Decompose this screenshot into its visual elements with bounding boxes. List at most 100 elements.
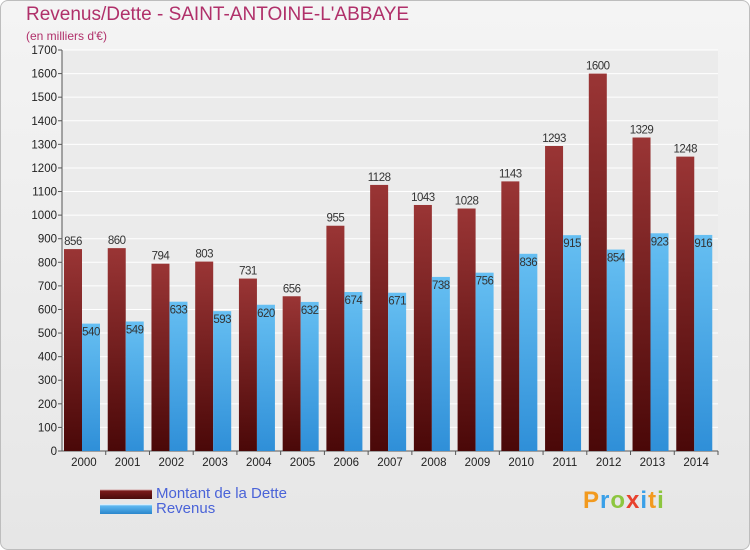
y-tick-label: 1300 [31,139,57,151]
data-label-debt: 1293 [542,133,566,145]
bar-revenue [606,249,625,451]
data-label-revenue: 620 [257,308,275,320]
bar-debt [676,156,695,451]
y-tick-label: 1600 [31,69,57,81]
y-tick-label: 0 [51,446,57,458]
y-tick-label: 200 [38,399,57,411]
bar-revenue [344,292,363,451]
data-label-revenue: 738 [432,280,450,292]
y-tick-label: 1200 [31,163,57,175]
data-label-debt: 1043 [411,192,435,204]
data-label-debt: 856 [64,236,82,248]
data-label-revenue: 915 [563,238,581,250]
logo-letter: P [583,487,601,514]
bar-revenue [694,234,713,451]
bar-debt [64,249,82,451]
y-tick-label: 1100 [32,187,57,199]
data-label-debt: 656 [283,283,301,295]
x-tick-label: 2012 [596,457,622,469]
x-tick-label: 2010 [508,457,534,469]
bar-revenue [256,304,275,451]
data-label-revenue: 854 [607,253,626,265]
logo-letter: i [657,487,665,514]
data-label-debt: 860 [108,235,126,247]
data-label-debt: 955 [327,213,345,225]
bar-debt [326,225,345,451]
data-label-revenue: 632 [301,305,319,317]
chart-subtitle: (en milliers d'€) [26,29,107,43]
y-tick-label: 400 [38,352,57,364]
x-tick-label: 2003 [202,457,228,469]
logo-letter: x [626,487,641,514]
x-tick-label: 2014 [683,457,709,469]
bar-revenue [82,323,100,451]
data-label-debt: 1143 [499,168,522,180]
y-tick-label: 1000 [31,210,57,222]
data-label-debt: 1600 [586,61,610,73]
data-label-revenue: 923 [651,236,669,248]
bar-debt [413,204,432,451]
data-label-debt: 731 [239,266,257,278]
bar-revenue [300,301,319,451]
proxiti-logo: Proxiti [583,487,665,515]
legend-swatch-revenue [100,504,152,514]
bar-revenue [519,253,538,451]
x-tick-label: 2007 [377,457,403,469]
bar-revenue [650,233,669,451]
y-tick-label: 700 [38,281,57,293]
bar-debt [457,208,476,451]
y-tick-label: 1700 [31,45,57,57]
bar-debt [238,278,257,451]
bar-debt [151,263,170,451]
bar-debt [545,146,564,451]
legend-swatch-debt [100,489,152,499]
bar-revenue [475,272,494,451]
bar-debt [195,261,214,451]
legend-label-debt: Montant de la Dette [156,485,287,502]
x-tick-label: 2002 [159,457,185,469]
bar-revenue [213,311,232,451]
chart-title: Revenus/Dette - SAINT-ANTOINE-L'ABBAYE [26,4,410,25]
x-tick-label: 2004 [246,457,272,469]
data-label-debt: 1028 [455,196,479,208]
x-tick-label: 2009 [465,457,491,469]
bar-debt [632,137,651,451]
y-tick-label: 900 [38,234,57,246]
y-tick-label: 1500 [31,92,57,104]
data-label-revenue: 593 [213,314,231,326]
logo-letter: t [648,487,658,514]
logo-letter: o [610,487,627,514]
legend-label-revenue: Revenus [156,500,216,517]
bar-debt [588,73,607,452]
x-tick-label: 2000 [71,457,97,469]
data-label-revenue: 756 [476,276,494,288]
data-label-debt: 1248 [673,144,697,156]
logo-letter: r [600,487,611,514]
y-tick-label: 600 [38,304,57,316]
y-tick-label: 1400 [31,116,57,128]
bar-debt [282,296,301,451]
y-tick-label: 500 [38,328,57,340]
data-label-revenue: 674 [345,295,364,307]
data-label-debt: 803 [195,249,213,261]
data-label-revenue: 633 [170,305,188,317]
data-label-revenue: 549 [126,325,144,337]
x-tick-label: 2013 [640,457,666,469]
y-tick-label: 300 [38,375,57,387]
bar-debt [370,184,389,451]
x-tick-label: 2006 [333,457,359,469]
x-tick-label: 2011 [553,457,578,469]
bar-debt [107,248,126,451]
x-tick-label: 2008 [421,457,447,469]
bar-revenue [388,292,407,451]
data-label-revenue: 671 [388,296,406,308]
data-label-revenue: 540 [82,327,100,339]
x-tick-label: 2005 [290,457,316,469]
bar-revenue [125,321,144,451]
bar-revenue [169,301,188,451]
bar-revenue [431,276,450,451]
bar-debt [501,181,520,451]
data-label-revenue: 836 [519,257,537,269]
data-label-revenue: 916 [694,238,712,250]
